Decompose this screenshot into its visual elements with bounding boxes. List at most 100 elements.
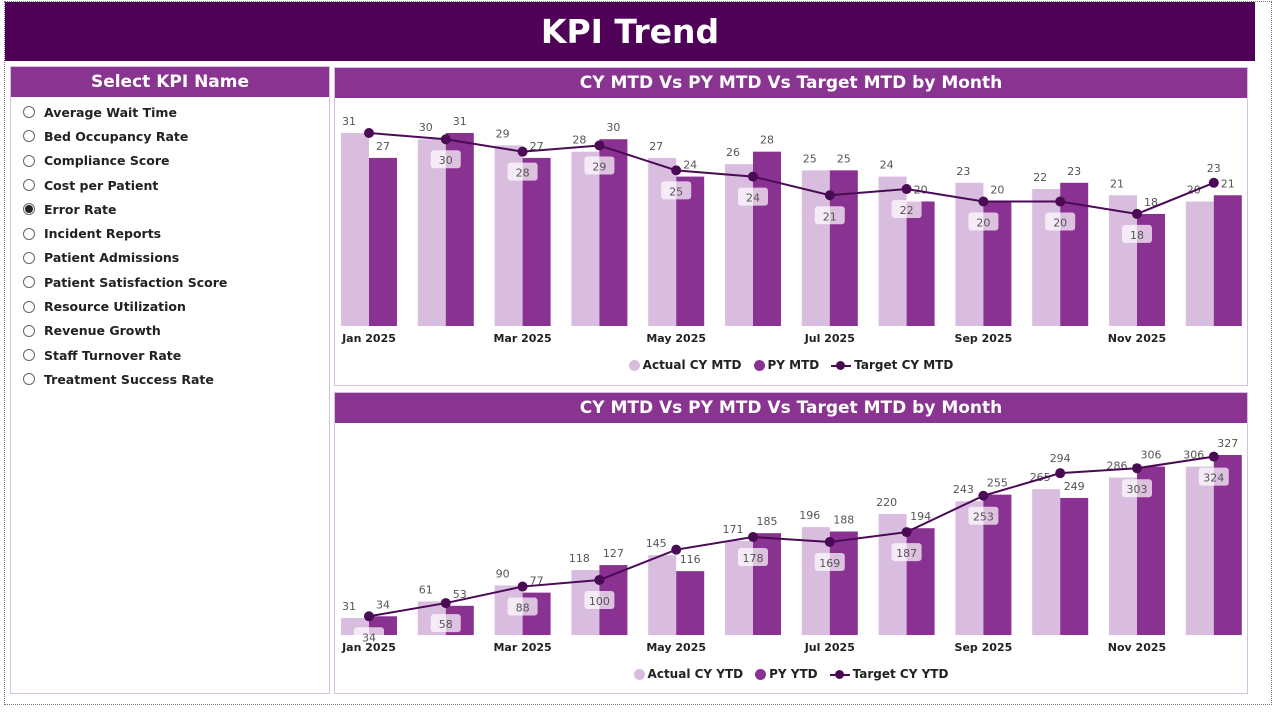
radio-unchecked-icon[interactable] [23, 179, 35, 192]
x-tick-label: Jul 2025 [804, 332, 855, 345]
radio-unchecked-icon[interactable] [23, 106, 35, 119]
legend-py[interactable]: PY MTD [753, 358, 820, 372]
x-tick-label: May 2025 [646, 641, 706, 654]
target-point [901, 184, 912, 195]
py-bar [1060, 182, 1089, 326]
kpi-option[interactable]: Treatment Success Rate [23, 367, 329, 391]
kpi-option-label: Cost per Patient [44, 177, 159, 193]
x-tick-label: Mar 2025 [493, 641, 551, 654]
radio-unchecked-icon[interactable] [23, 154, 35, 167]
actual-data-label: 90 [496, 567, 510, 580]
slicer-title: Select KPI Name [11, 67, 329, 97]
kpi-option-label: Staff Turnover Rate [44, 347, 182, 363]
radio-checked-icon[interactable] [23, 203, 35, 216]
kpi-option[interactable]: Average Wait Time [23, 100, 329, 124]
kpi-option[interactable]: Bed Occupancy Rate [23, 124, 329, 148]
target-data-label: 253 [973, 511, 994, 524]
actual-data-label: 220 [876, 496, 897, 509]
radio-unchecked-icon[interactable] [23, 251, 35, 264]
legend-label: PY YTD [769, 667, 818, 681]
legend-py[interactable]: PY YTD [755, 667, 818, 681]
target-point [671, 544, 682, 555]
actual-bar [1185, 201, 1214, 326]
legend-target[interactable]: Target CY MTD [831, 358, 953, 372]
actual-data-label: 27 [649, 140, 663, 153]
py-dot-icon [755, 668, 767, 680]
page-header: KPI Trend [5, 2, 1255, 61]
target-label-box [661, 181, 692, 200]
py-data-label: 24 [683, 159, 697, 172]
legend-actual[interactable]: Actual CY MTD [628, 358, 742, 372]
py-data-label: 185 [757, 515, 778, 528]
target-data-label: 187 [896, 547, 917, 560]
target-data-label: 18 [1130, 229, 1144, 242]
x-tick-label: Jul 2025 [804, 641, 855, 654]
actual-bar [801, 527, 830, 635]
legend-label: PY MTD [767, 358, 820, 372]
kpi-option-label: Revenue Growth [44, 323, 161, 339]
kpi-option-label: Patient Satisfaction Score [44, 274, 228, 290]
kpi-list: Average Wait Time Bed Occupancy Rate Compl… [11, 97, 329, 392]
mtd-chart-panel: CY MTD Vs PY MTD Vs Target MTD by Month … [334, 67, 1248, 386]
target-data-label: 29 [592, 160, 606, 173]
target-point [517, 146, 528, 157]
legend-actual[interactable]: Actual CY YTD [633, 667, 743, 681]
actual-bar [648, 555, 677, 635]
kpi-option-label: Treatment Success Rate [44, 371, 214, 387]
target-point [748, 532, 758, 543]
target-data-label: 169 [819, 557, 840, 570]
kpi-option[interactable]: Patient Admissions [23, 246, 329, 270]
legend-target[interactable]: Target CY YTD [829, 667, 948, 681]
kpi-option[interactable]: Cost per Patient [23, 173, 329, 197]
kpi-option[interactable]: Resource Utilization [23, 294, 329, 318]
target-point [1132, 463, 1142, 474]
target-label-box [430, 614, 461, 633]
target-label-box [584, 590, 615, 609]
actual-dot-icon [628, 359, 640, 371]
actual-data-label: 243 [953, 483, 974, 496]
actual-data-label: 23 [956, 165, 970, 178]
kpi-option[interactable]: Incident Reports [23, 221, 329, 245]
py-data-label: 34 [376, 598, 390, 611]
target-point [824, 190, 835, 201]
target-line-icon [829, 669, 850, 680]
kpi-option[interactable]: Patient Satisfaction Score [23, 270, 329, 294]
legend-label: Actual CY MTD [642, 358, 742, 372]
target-point [1208, 451, 1219, 462]
target-data-label: 100 [589, 595, 610, 608]
radio-unchecked-icon[interactable] [23, 130, 35, 143]
target-data-label: 25 [669, 185, 683, 198]
target-point [671, 165, 682, 176]
actual-data-label: 118 [569, 552, 590, 565]
radio-unchecked-icon[interactable] [23, 227, 35, 240]
target-point [1055, 468, 1066, 479]
x-tick-label: Sep 2025 [955, 332, 1013, 345]
kpi-option-label: Patient Admissions [44, 250, 180, 266]
actual-bar [1109, 477, 1137, 635]
chart-title: CY MTD Vs PY MTD Vs Target MTD by Month [335, 393, 1247, 423]
radio-unchecked-icon[interactable] [23, 373, 35, 386]
chart-title: CY MTD Vs PY MTD Vs Target MTD by Month [335, 68, 1247, 98]
canvas-frame [4, 1, 1272, 705]
kpi-option[interactable]: Compliance Score [23, 149, 329, 173]
py-data-label: 20 [990, 183, 1004, 196]
radio-unchecked-icon[interactable] [23, 324, 35, 337]
py-data-label: 18 [1144, 196, 1158, 209]
py-bar [829, 531, 858, 635]
x-tick-label: Jan 2025 [341, 332, 396, 345]
kpi-option[interactable]: Revenue Growth [23, 319, 329, 343]
py-bar [1213, 195, 1242, 326]
radio-unchecked-icon[interactable] [23, 349, 35, 362]
kpi-option-label: Bed Occupancy Rate [44, 128, 189, 144]
radio-unchecked-icon[interactable] [23, 300, 35, 313]
target-line [368, 132, 1215, 215]
kpi-option[interactable]: Error Rate [23, 197, 329, 221]
py-data-label: 127 [603, 547, 624, 560]
target-label-box [891, 543, 922, 562]
actual-data-label: 21 [1110, 177, 1124, 190]
actual-data-label: 22 [1033, 171, 1047, 184]
radio-unchecked-icon[interactable] [23, 276, 35, 289]
kpi-option[interactable]: Staff Turnover Rate [23, 343, 329, 367]
target-point [594, 140, 605, 151]
